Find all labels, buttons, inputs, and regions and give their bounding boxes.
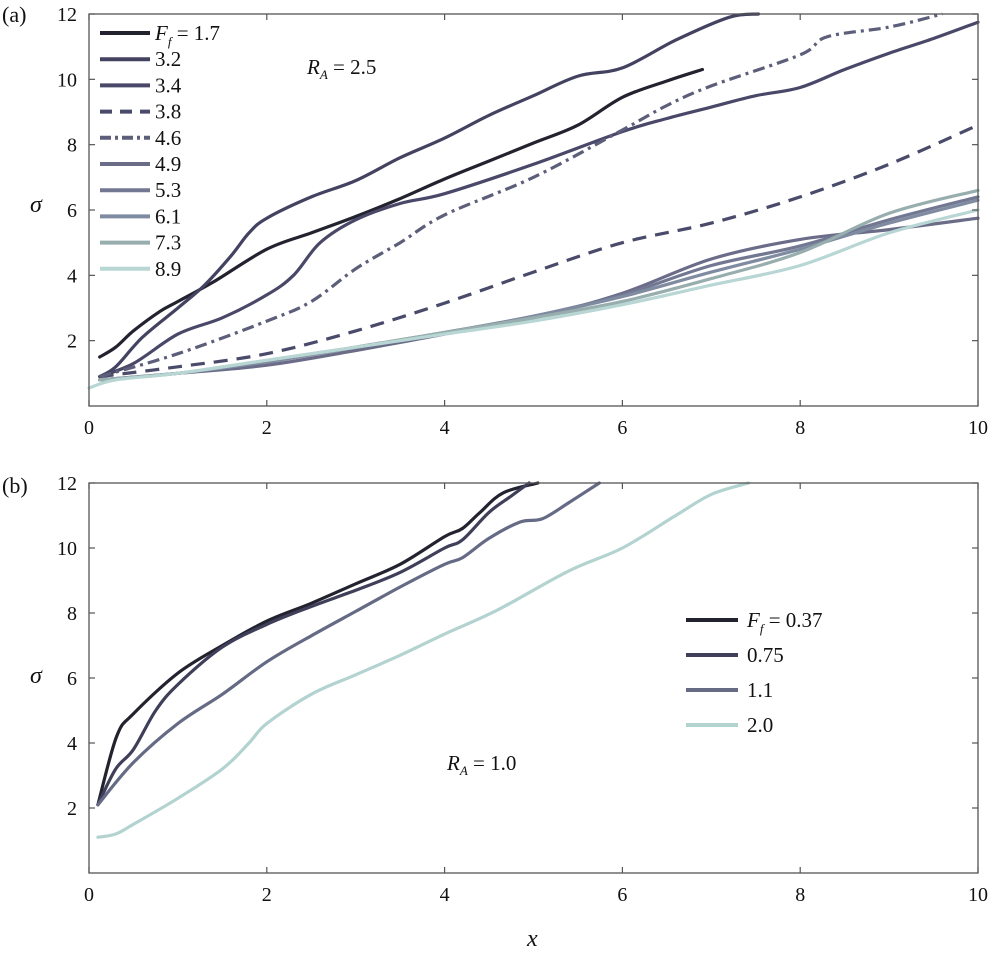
y-tick-label: 6 xyxy=(67,668,77,690)
legend-value: 1.7 xyxy=(194,21,220,45)
panel-label: (b) xyxy=(2,473,28,498)
y-tick-label: 8 xyxy=(67,135,77,157)
annotation-symbol: R xyxy=(306,55,320,79)
series-line-1-7 xyxy=(98,67,704,359)
legend-symbol-sub: f xyxy=(168,34,174,49)
series-line-1-1 xyxy=(96,481,601,807)
annotation-symbol: R xyxy=(446,751,460,775)
legend-value: 4.6 xyxy=(155,126,181,150)
axes-frame xyxy=(88,482,979,874)
legend-eq: = xyxy=(763,608,785,632)
legend-label: 2.0 xyxy=(747,713,773,737)
legend-value: 3.4 xyxy=(155,73,182,97)
legend-symbol-sub: f xyxy=(760,621,766,636)
x-tick-label: 2 xyxy=(262,884,272,906)
x-tick-label: 10 xyxy=(968,417,988,439)
legend-label: 3.4 xyxy=(155,73,182,97)
legend-symbol: F xyxy=(746,608,760,632)
series-line-4-9 xyxy=(98,216,980,382)
annotation-sub: A xyxy=(319,67,328,82)
y-tick-label: 6 xyxy=(67,200,77,222)
legend-label: 0.75 xyxy=(747,643,784,667)
x-tick-label: 2 xyxy=(262,417,272,439)
legend-value: 0.75 xyxy=(747,643,784,667)
series-line-6-1 xyxy=(98,198,980,382)
y-tick-label: 4 xyxy=(67,265,77,287)
legend-label: 8.9 xyxy=(155,257,181,281)
series-line-3-2 xyxy=(98,12,760,379)
x-tick-label: 8 xyxy=(795,884,805,906)
legend: Ff = 1.73.23.43.84.64.95.36.17.38.9 xyxy=(100,21,220,281)
x-tick-label: 4 xyxy=(440,417,450,439)
series-group xyxy=(96,481,751,839)
legend-label: 3.8 xyxy=(155,100,181,124)
legend-value: 5.3 xyxy=(155,178,181,202)
series-line-3-8 xyxy=(99,123,979,379)
y-tick-label: 8 xyxy=(67,603,77,625)
annotation-ra: RA = 2.5 xyxy=(306,55,376,82)
legend-label: 3.2 xyxy=(155,47,181,71)
annotation-value: = 2.5 xyxy=(328,55,377,79)
series-line-8-9 xyxy=(87,208,980,390)
series-line-0-37 xyxy=(96,481,540,807)
legend-label: Ff = 1.7 xyxy=(154,21,220,49)
legend-value: 1.1 xyxy=(747,678,773,702)
legend-label: 6.1 xyxy=(155,204,181,228)
legend-value: 0.37 xyxy=(786,608,823,632)
x-tick-label: 4 xyxy=(440,884,450,906)
x-tick-label: 0 xyxy=(84,884,94,906)
y-tick-label: 10 xyxy=(57,69,77,91)
y-tick-label: 2 xyxy=(67,798,77,820)
series-line-5-3 xyxy=(98,195,980,382)
annotation-value: = 1.0 xyxy=(468,751,517,775)
x-tick-label: 6 xyxy=(617,417,627,439)
legend-value: 7.3 xyxy=(155,231,181,255)
series-line-2-0 xyxy=(96,481,751,839)
legend-label: 4.6 xyxy=(155,126,181,150)
legend-value: 3.2 xyxy=(155,47,181,71)
annotation-ra: RA = 1.0 xyxy=(446,751,516,778)
legend-label: 1.1 xyxy=(747,678,773,702)
y-axis-title: σ xyxy=(30,663,43,689)
x-axis-title: x xyxy=(526,926,538,952)
series-line-3-4 xyxy=(98,20,980,379)
legend-value: 8.9 xyxy=(155,257,181,281)
panel-label: (a) xyxy=(2,2,26,27)
series-line-7-3 xyxy=(98,188,980,382)
legend-label: 4.9 xyxy=(155,152,181,176)
legend-symbol: F xyxy=(154,21,168,45)
legend-value: 2.0 xyxy=(747,713,773,737)
y-tick-label: 12 xyxy=(57,473,77,495)
series-line-4-6 xyxy=(99,12,943,379)
x-tick-label: 10 xyxy=(968,884,988,906)
y-tick-label: 10 xyxy=(57,538,77,560)
y-tick-label: 4 xyxy=(67,733,77,755)
legend-value: 3.8 xyxy=(155,100,181,124)
axes-frame xyxy=(88,13,979,407)
legend: Ff = 0.370.751.12.0 xyxy=(686,608,823,737)
x-tick-label: 0 xyxy=(84,417,94,439)
y-tick-label: 2 xyxy=(67,331,77,353)
legend-label: Ff = 0.37 xyxy=(746,608,823,636)
series-group xyxy=(87,12,980,390)
x-tick-label: 6 xyxy=(617,884,627,906)
annotation-sub: A xyxy=(459,763,468,778)
legend-label: 5.3 xyxy=(155,178,181,202)
series-line-0-75 xyxy=(96,481,531,807)
legend-eq: = xyxy=(171,21,193,45)
legend-value: 6.1 xyxy=(155,204,181,228)
legend-value: 4.9 xyxy=(155,152,181,176)
legend-label: 7.3 xyxy=(155,231,181,255)
y-tick-label: 12 xyxy=(57,4,77,26)
y-axis-title: σ xyxy=(30,192,43,218)
x-tick-label: 8 xyxy=(795,417,805,439)
